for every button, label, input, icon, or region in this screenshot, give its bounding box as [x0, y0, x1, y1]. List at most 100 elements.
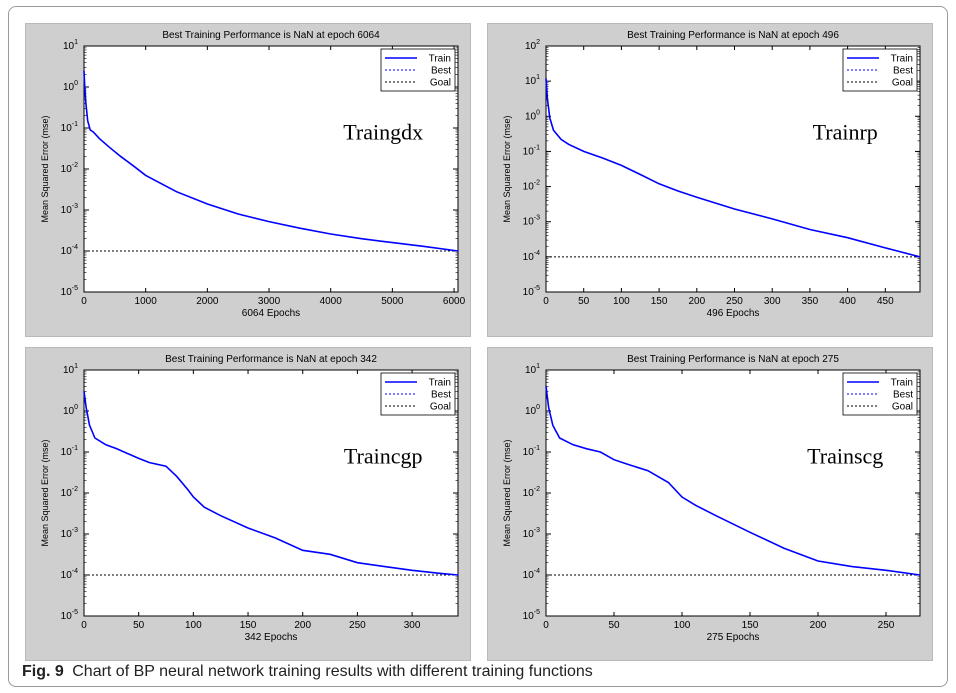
- series-line-train: [545, 386, 921, 576]
- y-tick-label: 10-3: [523, 527, 540, 540]
- x-tick-label: 200: [688, 296, 705, 307]
- chart-panel-traincgp: Best Training Performance is NaN at epoc…: [25, 347, 471, 661]
- x-tick-label: 150: [651, 296, 668, 307]
- legend-label: Best: [431, 66, 451, 77]
- y-tick-label: 100: [63, 80, 78, 93]
- chart-panel-trainrp: Best Training Performance is NaN at epoc…: [487, 23, 933, 337]
- y-tick-label: 101: [525, 74, 540, 87]
- x-tick-label: 0: [543, 296, 549, 307]
- y-tick-label: 10-1: [61, 121, 78, 134]
- legend-label: Best: [893, 66, 913, 77]
- y-tick-label: 100: [63, 404, 78, 417]
- x-tick-label: 300: [404, 620, 421, 631]
- x-tick-label: 5000: [381, 296, 404, 307]
- legend-label: Goal: [892, 78, 913, 89]
- x-tick-label: 350: [802, 296, 819, 307]
- legend-label: Train: [429, 54, 451, 65]
- y-tick-label: 10-4: [61, 244, 78, 257]
- y-tick-label: 10-1: [523, 144, 540, 157]
- legend-label: Goal: [430, 78, 451, 89]
- x-tick-label: 250: [726, 296, 743, 307]
- y-tick-label: 10-3: [61, 203, 78, 216]
- y-axis-label: Mean Squared Error (mse): [40, 439, 50, 546]
- legend-label: Best: [893, 390, 913, 401]
- figure-label: Fig. 9: [22, 663, 64, 680]
- x-tick-label: 450: [877, 296, 894, 307]
- x-tick-label: 50: [608, 620, 620, 631]
- figure-caption: Fig. 9 Chart of BP neural network traini…: [22, 663, 593, 681]
- chart-title: Best Training Performance is NaN at epoc…: [162, 30, 380, 41]
- y-tick-label: 10-5: [61, 285, 78, 298]
- chart-svg: Best Training Performance is NaN at epoc…: [502, 30, 921, 319]
- y-tick-label: 10-4: [523, 568, 540, 581]
- x-tick-label: 150: [742, 620, 759, 631]
- y-tick-label: 10-5: [61, 609, 78, 622]
- x-axis-label: 275 Epochs: [707, 632, 760, 643]
- figure-frame: Best Training Performance is NaN at epoc…: [8, 6, 948, 687]
- y-tick-label: 10-3: [523, 215, 540, 228]
- x-tick-label: 2000: [196, 296, 219, 307]
- series-line-train: [545, 78, 921, 258]
- x-tick-label: 250: [349, 620, 366, 631]
- training-function-label: Traincgp: [344, 443, 423, 468]
- chart-svg: Best Training Performance is NaN at epoc…: [40, 30, 466, 319]
- x-axis-label: 496 Epochs: [707, 308, 760, 319]
- x-tick-label: 4000: [320, 296, 343, 307]
- chart-svg: Best Training Performance is NaN at epoc…: [502, 354, 921, 643]
- legend-label: Train: [429, 378, 451, 389]
- y-tick-label: 102: [525, 39, 540, 52]
- legend-label: Best: [431, 390, 451, 401]
- y-tick-label: 101: [63, 39, 78, 52]
- x-tick-label: 150: [240, 620, 257, 631]
- y-tick-label: 10-5: [523, 285, 540, 298]
- caption-text: Chart of BP neural network training resu…: [72, 663, 593, 680]
- legend-label: Train: [891, 378, 913, 389]
- y-tick-label: 100: [525, 109, 540, 122]
- y-tick-label: 10-4: [61, 568, 78, 581]
- y-tick-label: 101: [525, 363, 540, 376]
- x-tick-label: 0: [543, 620, 549, 631]
- x-tick-label: 0: [81, 296, 87, 307]
- x-tick-label: 50: [133, 620, 145, 631]
- x-tick-label: 250: [878, 620, 895, 631]
- x-tick-label: 200: [294, 620, 311, 631]
- x-tick-label: 100: [185, 620, 202, 631]
- y-tick-label: 101: [63, 363, 78, 376]
- y-tick-label: 10-4: [523, 250, 540, 263]
- x-tick-label: 200: [810, 620, 827, 631]
- y-tick-label: 10-3: [61, 527, 78, 540]
- y-tick-label: 10-2: [61, 486, 78, 499]
- y-tick-label: 10-2: [523, 486, 540, 499]
- x-tick-label: 0: [81, 620, 87, 631]
- training-function-label: Traingdx: [343, 119, 423, 144]
- x-tick-label: 100: [674, 620, 691, 631]
- series-line-train: [83, 391, 459, 576]
- chart-title: Best Training Performance is NaN at epoc…: [627, 30, 839, 41]
- y-tick-label: 100: [525, 404, 540, 417]
- x-tick-label: 1000: [135, 296, 158, 307]
- x-tick-label: 100: [613, 296, 630, 307]
- series-line-train: [83, 70, 459, 252]
- x-axis-label: 6064 Epochs: [242, 308, 300, 319]
- x-tick-label: 6000: [443, 296, 466, 307]
- training-function-label: Trainscg: [807, 443, 883, 468]
- y-tick-label: 10-5: [523, 609, 540, 622]
- legend-label: Goal: [892, 402, 913, 413]
- x-tick-label: 300: [764, 296, 781, 307]
- x-tick-label: 50: [578, 296, 590, 307]
- y-tick-label: 10-2: [523, 180, 540, 193]
- legend-label: Train: [891, 54, 913, 65]
- x-tick-label: 3000: [258, 296, 281, 307]
- y-axis-label: Mean Squared Error (mse): [502, 115, 512, 222]
- chart-panel-trainscg: Best Training Performance is NaN at epoc…: [487, 347, 933, 661]
- y-tick-label: 10-1: [61, 445, 78, 458]
- x-tick-label: 400: [839, 296, 856, 307]
- chart-svg: Best Training Performance is NaN at epoc…: [40, 354, 459, 643]
- x-axis-label: 342 Epochs: [245, 632, 298, 643]
- y-axis-label: Mean Squared Error (mse): [40, 115, 50, 222]
- y-tick-label: 10-1: [523, 445, 540, 458]
- chart-title: Best Training Performance is NaN at epoc…: [165, 354, 377, 365]
- legend-label: Goal: [430, 402, 451, 413]
- chart-panel-traingdx: Best Training Performance is NaN at epoc…: [25, 23, 471, 337]
- chart-title: Best Training Performance is NaN at epoc…: [627, 354, 839, 365]
